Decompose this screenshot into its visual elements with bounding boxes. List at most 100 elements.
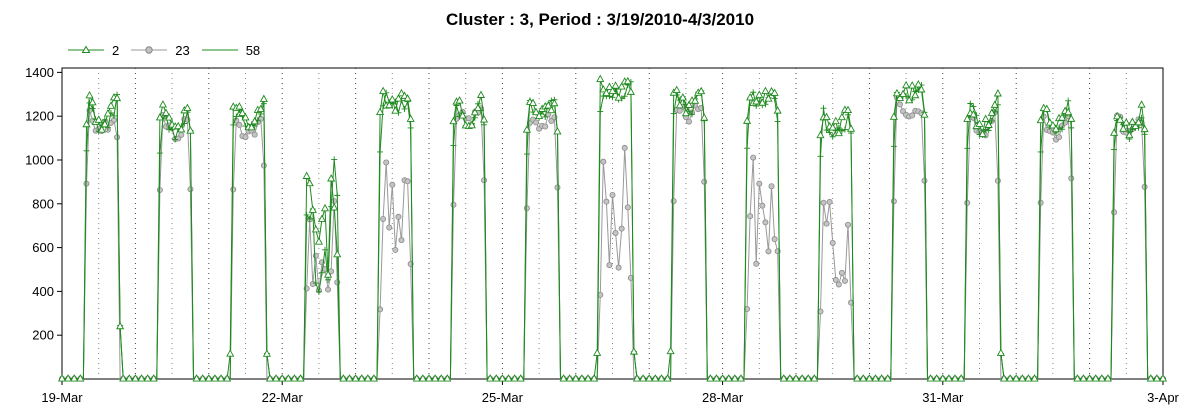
data-point <box>510 374 519 382</box>
data-point <box>309 281 316 288</box>
data-point <box>318 269 325 276</box>
data-point <box>871 374 880 382</box>
data-point <box>302 171 311 179</box>
data-point <box>89 105 96 112</box>
data-point <box>119 374 128 382</box>
data-point <box>639 374 648 382</box>
data-point <box>481 177 488 184</box>
data-point <box>844 221 851 228</box>
data-point <box>657 374 666 382</box>
data-point <box>317 214 327 222</box>
data-point <box>712 374 721 382</box>
data-point <box>1128 117 1137 125</box>
data-point <box>565 374 574 382</box>
data-point <box>820 105 827 112</box>
data-point <box>853 374 862 382</box>
data-point <box>458 111 467 119</box>
data-point <box>896 101 903 108</box>
data-point <box>192 374 201 382</box>
data-point <box>116 321 125 330</box>
data-point <box>314 237 323 245</box>
data-point <box>1110 128 1119 136</box>
data-point <box>164 113 174 121</box>
data-point <box>412 374 421 382</box>
legend-item-series-58[interactable]: 58 <box>200 43 260 58</box>
data-point <box>689 111 696 118</box>
data-point <box>606 262 613 269</box>
data-point <box>908 81 917 89</box>
data-point <box>398 237 405 244</box>
series-2 <box>57 74 1168 382</box>
data-point <box>363 374 372 382</box>
data-point <box>905 95 914 104</box>
data-point <box>608 86 617 95</box>
data-point <box>823 220 830 227</box>
y-tick-label: 800 <box>32 196 54 211</box>
data-point <box>889 112 898 120</box>
data-point <box>984 120 993 128</box>
data-point <box>450 201 457 208</box>
data-point <box>1012 374 1021 382</box>
data-point <box>926 374 935 382</box>
data-point <box>826 198 833 205</box>
data-point <box>670 198 677 205</box>
data-point <box>250 116 259 125</box>
data-point <box>764 94 773 102</box>
data-point <box>76 374 85 382</box>
data-point <box>82 119 91 128</box>
data-point <box>547 105 556 114</box>
data-point <box>1097 374 1106 382</box>
data-point <box>978 129 987 138</box>
data-point <box>920 110 929 118</box>
legend-item-series-2[interactable]: 2 <box>66 43 119 58</box>
data-point <box>94 115 103 123</box>
y-tick-label: 1000 <box>25 152 54 167</box>
data-point <box>125 374 134 382</box>
data-point <box>770 88 779 96</box>
data-point <box>476 90 486 98</box>
data-point <box>306 215 313 222</box>
data-point <box>691 96 700 104</box>
data-point <box>877 374 886 382</box>
data-point <box>406 114 415 122</box>
x-tick-label: 19-Mar <box>41 390 83 405</box>
data-point <box>334 192 341 199</box>
data-point <box>841 277 848 284</box>
data-point <box>883 374 892 382</box>
legend-item-series-23[interactable]: 23 <box>129 43 190 58</box>
data-point <box>158 100 167 108</box>
data-point <box>278 374 287 382</box>
data-point <box>985 127 992 134</box>
data-point <box>1058 113 1067 121</box>
legend-swatch-triangle <box>68 45 104 53</box>
data-point <box>1073 374 1082 382</box>
data-point <box>917 85 926 93</box>
data-point <box>97 125 106 133</box>
data-point <box>1103 374 1113 382</box>
data-point <box>394 94 403 102</box>
data-point <box>554 184 561 191</box>
data-point <box>944 374 953 382</box>
data-point <box>746 93 755 101</box>
data-point <box>701 178 708 185</box>
data-point <box>523 205 530 212</box>
data-point <box>544 101 553 109</box>
data-point <box>226 349 235 357</box>
data-point <box>571 374 580 382</box>
data-point <box>110 112 117 119</box>
data-point <box>829 133 836 140</box>
data-point <box>1030 374 1039 382</box>
data-point <box>1119 124 1128 132</box>
data-point <box>388 95 397 103</box>
data-point <box>383 159 390 166</box>
data-point <box>756 180 763 187</box>
data-point <box>178 131 185 138</box>
data-point <box>465 115 472 122</box>
data-point <box>743 116 752 124</box>
data-point <box>624 204 631 211</box>
data-point <box>600 158 607 165</box>
data-point <box>617 82 626 90</box>
data-point <box>112 93 122 102</box>
data-point <box>632 374 642 382</box>
